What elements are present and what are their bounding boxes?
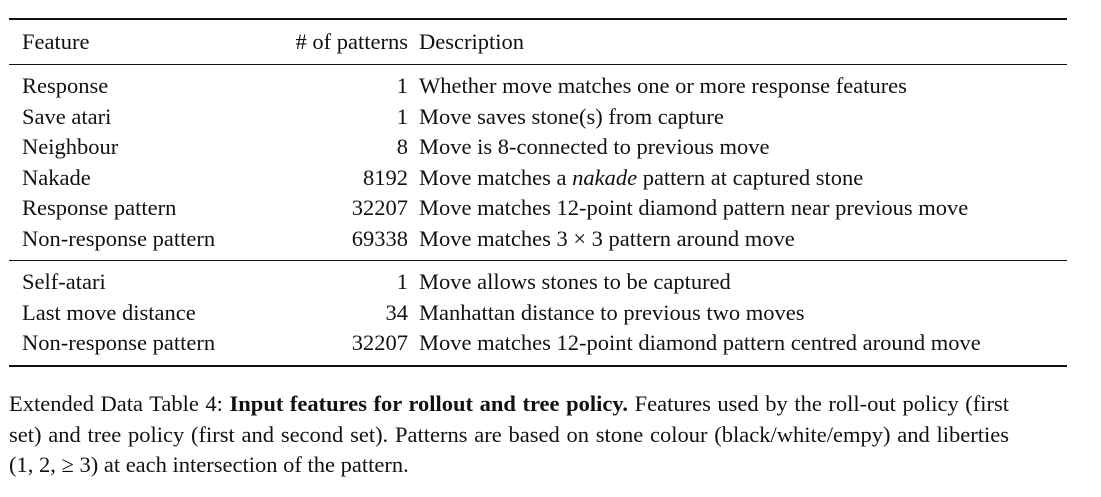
feature-cell: Response pattern	[22, 195, 177, 220]
caption-body: Features used by the roll-out policy (fi…	[9, 391, 1010, 477]
header-rule	[9, 64, 1067, 65]
table-row: Non-response pattern 69338 Move matches …	[9, 224, 1067, 255]
description-cell: Manhattan distance to previous two moves	[419, 299, 805, 325]
table-row: Response pattern 32207 Move matches 12-p…	[9, 193, 1067, 224]
table-caption: Extended Data Table 4: Input features fo…	[9, 389, 1009, 481]
features-group-1: Response 1 Whether move matches one or m…	[9, 65, 1067, 260]
description-cell: Move matches 12-point diamond pattern ce…	[419, 330, 981, 355]
count-cell: 32207	[351, 195, 408, 220]
header-feature: Feature	[22, 28, 90, 54]
description-cell: Move allows stones to be captured	[419, 269, 731, 294]
table-row: Nakade 8192 Move matches a nakade patter…	[9, 163, 1067, 194]
header-count: # of patterns	[295, 28, 408, 54]
description-cell: Move is 8-connected to previous move	[419, 134, 770, 159]
caption-title: Input features for rollout and tree poli…	[229, 391, 629, 416]
feature-cell: Response	[22, 73, 109, 98]
feature-cell: Save atari	[22, 103, 112, 129]
description-text: Move matches a	[419, 164, 573, 190]
feature-cell: Non-response pattern	[22, 225, 216, 251]
table-row: Save atari 1 Move saves stone(s) from ca…	[9, 102, 1067, 133]
description-cell: Whether move matches one or more respons…	[419, 73, 907, 98]
top-rule	[9, 18, 1067, 20]
description-emphasis: nakade	[572, 164, 638, 190]
count-cell: 1	[396, 269, 408, 294]
table-header-row: Feature # of patterns Description	[9, 20, 1067, 64]
group-separator-rule	[9, 260, 1067, 261]
table-row: Response 1 Whether move matches one or m…	[9, 71, 1067, 102]
feature-cell: Neighbour	[22, 134, 119, 159]
table-row: Last move distance 34 Manhattan distance…	[9, 298, 1067, 329]
count-cell: 32207	[351, 330, 408, 355]
description-cell: Move matches 12-point diamond pattern ne…	[419, 195, 969, 220]
count-cell: 8192	[363, 164, 408, 190]
table-row: Self-atari 1 Move allows stones to be ca…	[9, 267, 1067, 298]
count-cell: 34	[385, 299, 409, 325]
header-description: Description	[419, 28, 524, 54]
features-group-2: Self-atari 1 Move allows stones to be ca…	[9, 261, 1067, 365]
caption-label: Extended Data Table 4:	[9, 391, 223, 416]
description-text: pattern at captured stone	[637, 164, 864, 190]
count-cell: 8	[396, 134, 408, 159]
count-cell: 1	[396, 103, 408, 129]
bottom-rule	[9, 364, 1067, 367]
features-table-container: Feature # of patterns Description Respon…	[9, 18, 1067, 367]
description-cell: Move matches a nakade pattern at capture…	[419, 163, 1067, 194]
feature-cell: Last move distance	[22, 299, 196, 325]
table-row: Neighbour 8 Move is 8-connected to previ…	[9, 132, 1067, 163]
description-cell: Move matches 3 × 3 pattern around move	[419, 225, 795, 251]
feature-cell: Nakade	[22, 164, 91, 190]
features-table: Feature # of patterns Description	[9, 20, 1067, 64]
feature-cell: Self-atari	[22, 269, 106, 294]
feature-cell: Non-response pattern	[22, 330, 216, 355]
count-cell: 69338	[351, 225, 408, 251]
description-cell: Move saves stone(s) from capture	[419, 103, 724, 129]
count-cell: 1	[396, 73, 408, 98]
table-row: Non-response pattern 32207 Move matches …	[9, 328, 1067, 359]
